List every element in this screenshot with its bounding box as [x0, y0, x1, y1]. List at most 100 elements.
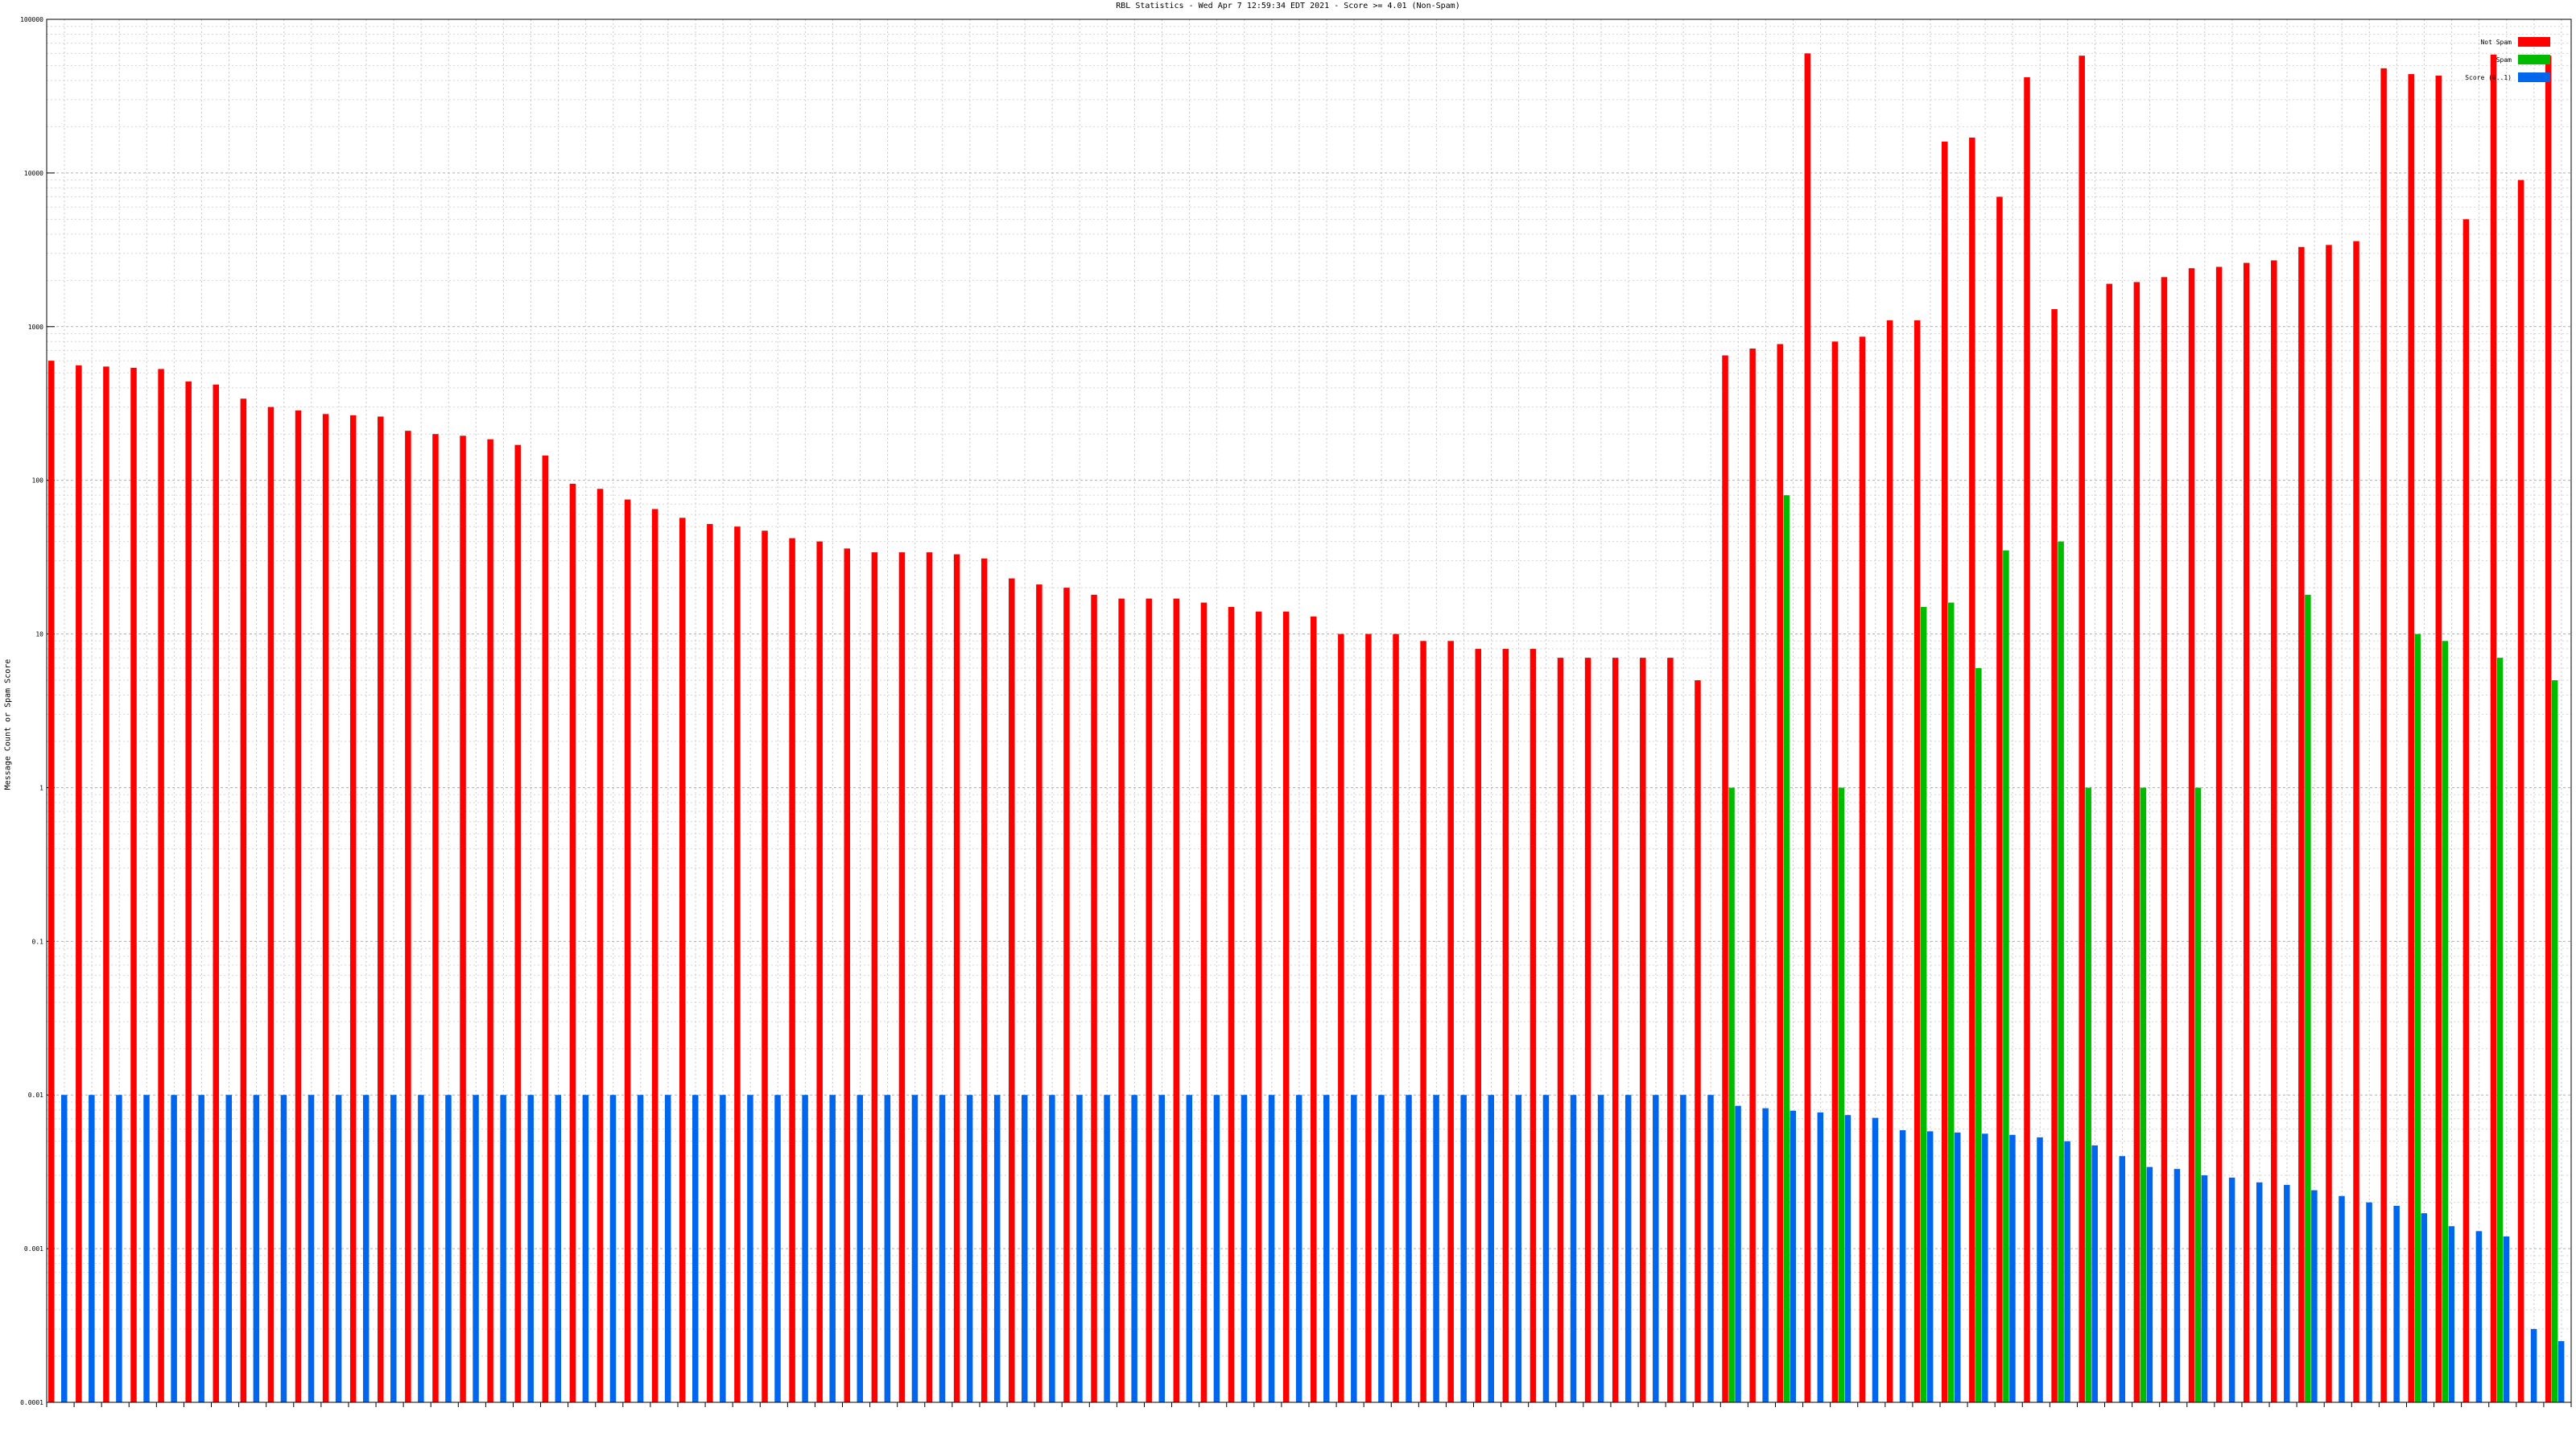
bar-score: [664, 1095, 671, 1402]
bar-score: [2037, 1137, 2043, 1402]
bar-spam: [1728, 787, 1735, 1402]
bar-not-spam: [707, 523, 713, 1403]
bar-not-spam: [1200, 602, 1208, 1402]
bar-not-spam: [130, 367, 137, 1402]
y-tick-label: 0.001: [24, 1245, 43, 1253]
bar-score: [2530, 1328, 2537, 1402]
bar-not-spam: [1393, 634, 1399, 1402]
bar-score: [1406, 1095, 1412, 1402]
bar-score: [2448, 1226, 2455, 1402]
bar-score: [1268, 1095, 1275, 1402]
bar-spam: [2496, 658, 2504, 1402]
bar-score: [1899, 1129, 1906, 1402]
bar-score: [2174, 1169, 2181, 1402]
bar-score: [116, 1095, 122, 1402]
bar-not-spam: [542, 455, 549, 1402]
bar-not-spam: [405, 431, 411, 1402]
bar-not-spam: [2462, 219, 2470, 1402]
bar-not-spam: [679, 518, 686, 1402]
bar-not-spam: [2380, 68, 2387, 1402]
bar-score: [1542, 1095, 1550, 1402]
bar-score: [637, 1095, 644, 1402]
bar-not-spam: [953, 554, 960, 1402]
bar-not-spam: [514, 444, 521, 1402]
bar-not-spam: [1777, 344, 1783, 1402]
bar-score: [362, 1095, 369, 1402]
bar-not-spam: [1255, 611, 1262, 1402]
bar-score: [2146, 1166, 2153, 1402]
bar-not-spam: [2545, 56, 2552, 1403]
bar-score: [1653, 1095, 1659, 1402]
bar-score: [582, 1095, 589, 1402]
bar-score: [2091, 1145, 2098, 1402]
bar-score: [500, 1095, 506, 1402]
bar-spam: [2414, 634, 2421, 1402]
legend-item-not-spam: Not Spam: [2480, 37, 2550, 47]
bar-score: [473, 1095, 479, 1402]
plot-frame: [46, 19, 2572, 1403]
bar-not-spam: [240, 398, 247, 1402]
bar-not-spam: [1173, 598, 1180, 1402]
bar-score: [1488, 1095, 1495, 1402]
bar-not-spam: [2353, 241, 2359, 1402]
bar-not-spam: [1365, 634, 1372, 1402]
bar-score: [2475, 1231, 2483, 1402]
bar-not-spam: [1282, 611, 1290, 1402]
bar-score: [1982, 1133, 1988, 1402]
bar-not-spam: [2051, 309, 2058, 1403]
bar-score: [390, 1095, 397, 1402]
bar-not-spam: [2133, 282, 2140, 1403]
bar-score: [1460, 1095, 1467, 1402]
bar-score: [1597, 1095, 1604, 1402]
bar-score: [1213, 1095, 1220, 1402]
bar-score: [1926, 1131, 1934, 1402]
y-tick-label: 100: [32, 477, 44, 485]
bar-score: [1351, 1095, 1357, 1402]
bar-not-spam: [1640, 658, 1646, 1402]
bar-not-spam: [48, 361, 55, 1403]
y-tick-label: 0.01: [28, 1092, 43, 1099]
bar-score: [2228, 1177, 2235, 1402]
bar-score: [966, 1095, 973, 1402]
bar-not-spam: [322, 414, 329, 1402]
bar-not-spam: [1886, 320, 1893, 1403]
bar-not-spam: [1146, 598, 1152, 1402]
bar-score: [1680, 1095, 1686, 1402]
bar-spam: [1783, 495, 1790, 1402]
bar-score: [2201, 1175, 2208, 1402]
bar-score: [720, 1095, 726, 1402]
bar-score: [1241, 1095, 1248, 1402]
bar-not-spam: [816, 541, 823, 1403]
bar-score: [253, 1095, 260, 1402]
bar-not-spam: [1447, 641, 1454, 1402]
bar-not-spam: [597, 489, 604, 1402]
bar-not-spam: [624, 499, 631, 1402]
bar-not-spam: [1228, 606, 1235, 1402]
bar-not-spam: [1804, 53, 1811, 1402]
bar-score: [1735, 1105, 1741, 1402]
bar-not-spam: [2024, 76, 2030, 1403]
bar-not-spam: [898, 552, 906, 1403]
bar-score: [1433, 1095, 1439, 1402]
bar-score: [225, 1095, 233, 1402]
legend-label-spam: Spam: [2496, 56, 2512, 64]
bar-not-spam: [1667, 658, 1674, 1402]
bar-score: [418, 1095, 424, 1402]
chart-title: RBL Statistics - Wed Apr 7 12:59:34 EDT …: [1116, 2, 1460, 10]
bar-score: [802, 1095, 808, 1402]
bar-not-spam: [1338, 634, 1344, 1402]
bar-not-spam: [2106, 283, 2113, 1403]
bar-spam: [2194, 787, 2202, 1402]
bar-not-spam: [103, 366, 109, 1403]
bar-not-spam: [1009, 578, 1015, 1402]
bar-not-spam: [926, 552, 933, 1403]
bar-not-spam: [378, 416, 384, 1402]
bar-score: [1295, 1095, 1302, 1402]
bar-spam: [2305, 594, 2311, 1402]
bar-not-spam: [349, 415, 357, 1402]
bar-not-spam: [2408, 74, 2414, 1403]
legend-label-not-spam: Not Spam: [2480, 38, 2512, 46]
bar-not-spam: [1036, 584, 1042, 1402]
bar-not-spam: [487, 439, 493, 1403]
